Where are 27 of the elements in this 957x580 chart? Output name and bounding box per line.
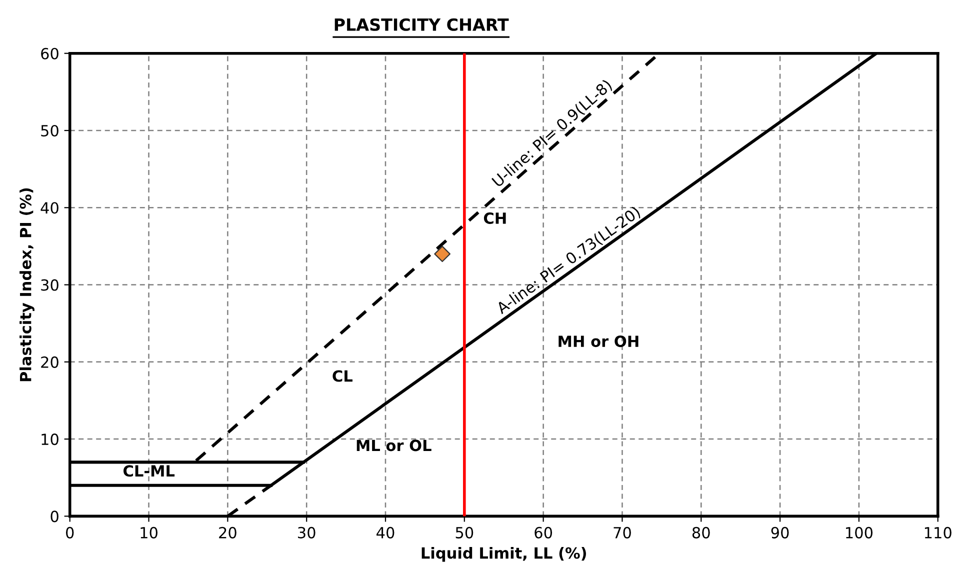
x-tick-label: 50 [456, 526, 474, 538]
y-tick-label: 30 [41, 279, 58, 291]
annotation: CL [332, 370, 352, 382]
x-tick-label: 40 [376, 526, 394, 538]
x-tick-label: 100 [846, 526, 873, 538]
x-tick-label: 110 [924, 526, 952, 538]
x-tick-label: 30 [298, 526, 316, 538]
annotation: ML or OL [356, 440, 432, 452]
x-tick-label: 90 [771, 526, 789, 538]
y-tick-label: 20 [41, 356, 58, 368]
x-tick-label: 10 [140, 526, 158, 538]
y-tick-label: 40 [40, 202, 58, 214]
annotation: CH [484, 212, 506, 224]
y-tick-label: 60 [41, 48, 58, 60]
x-axis-title: Liquid Limit, LL (%) [422, 546, 586, 562]
annotation: CL-ML [123, 465, 175, 477]
x-tick-label: 70 [614, 526, 631, 538]
x-tick-label: 80 [692, 526, 710, 538]
annotation: MH or OH [558, 336, 638, 348]
chart-title: PLASTICITY CHART [334, 18, 509, 31]
y-tick-label: 0 [50, 510, 58, 522]
x-tick-label: 0 [66, 526, 74, 538]
y-tick-label: 50 [41, 124, 58, 137]
x-tick-label: 60 [534, 526, 552, 538]
y-axis-title: Plasticity Index, PI (%) [20, 188, 34, 382]
y-tick-label: 10 [42, 434, 58, 446]
x-tick-label: 20 [219, 526, 236, 538]
